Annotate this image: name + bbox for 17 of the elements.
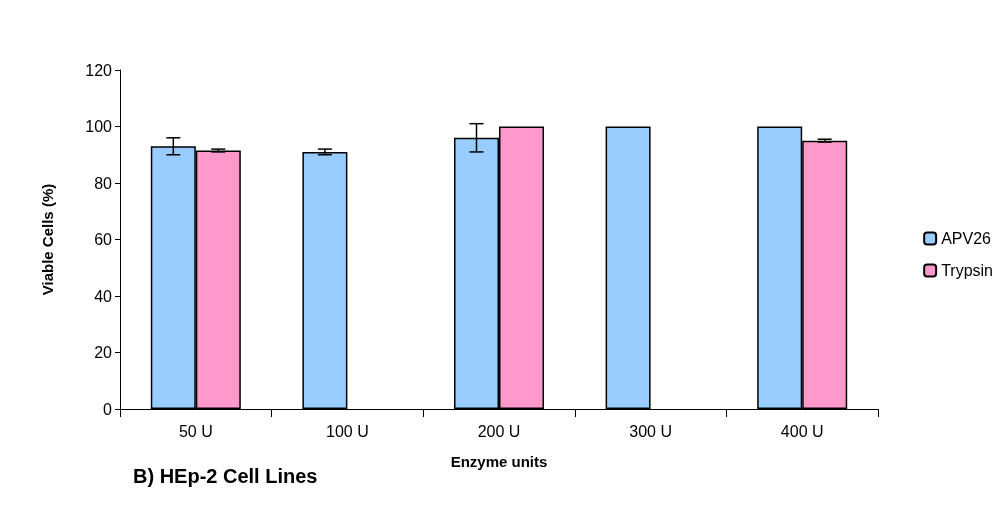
y-tick-label: 100	[85, 118, 113, 135]
x-tick-label: 50 U	[178, 422, 213, 440]
y-tick-label: 60	[94, 231, 113, 248]
y-tick-label: 80	[94, 174, 113, 192]
x-axis-title: Enzyme units	[450, 453, 548, 470]
legend-label: Trypsin	[941, 262, 993, 279]
x-tick-label: 200 U	[477, 422, 521, 440]
x-tick-label: 300 U	[629, 422, 672, 440]
x-tick-label: 100 U	[326, 422, 369, 440]
text: B) HEp-2 Cell Lines	[133, 465, 318, 487]
y-tick-label: 20	[94, 344, 113, 361]
y-tick-label: 40	[94, 287, 113, 305]
y-tick-label: 120	[85, 61, 113, 79]
legend-label: APV26	[941, 230, 992, 247]
y-tick-label: 0	[103, 400, 113, 418]
y-axis-title: Viable Cells (%)	[39, 183, 56, 296]
x-tick-label: 400 U	[780, 422, 824, 440]
